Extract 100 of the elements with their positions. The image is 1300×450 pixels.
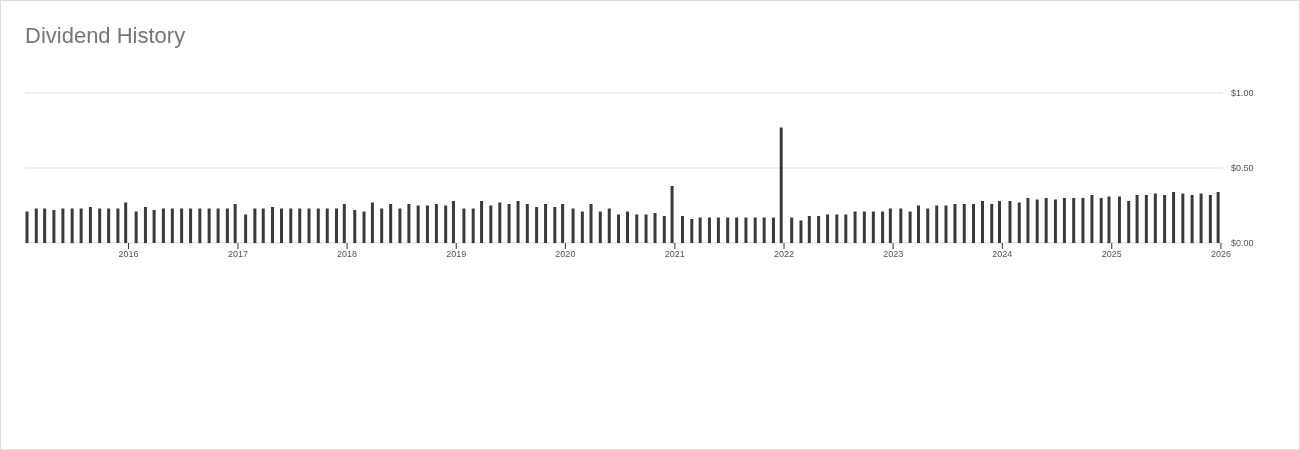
bar [489, 205, 493, 243]
bar [143, 207, 147, 243]
bar [1035, 199, 1039, 243]
bar [380, 208, 384, 243]
bar [25, 211, 29, 243]
bar [644, 214, 648, 243]
bar [762, 217, 766, 243]
bar [744, 217, 748, 243]
bar [1117, 196, 1121, 243]
bar [690, 219, 694, 243]
bar [189, 208, 193, 243]
bar [908, 211, 912, 243]
bar [451, 201, 455, 243]
bar [944, 205, 948, 243]
bar [398, 208, 402, 243]
bar [626, 211, 629, 243]
bar [980, 201, 984, 243]
bar [280, 208, 283, 243]
bar [862, 211, 866, 243]
bar [425, 205, 429, 243]
bar [1208, 195, 1212, 243]
bar [342, 204, 346, 243]
bar [307, 208, 311, 243]
bar [507, 204, 511, 243]
bar [799, 220, 803, 243]
bar [289, 208, 293, 243]
bar [444, 205, 448, 243]
bar [1135, 195, 1139, 243]
x-tick-label: 2025 [1101, 249, 1122, 260]
x-tick-label: 2017 [227, 249, 248, 260]
x-tick-label: 2016 [118, 249, 139, 260]
bar [1081, 198, 1085, 243]
bar [753, 217, 757, 243]
bar [844, 214, 848, 243]
bar [553, 207, 557, 243]
bar [335, 208, 339, 243]
bar [571, 208, 575, 243]
bar [161, 208, 165, 243]
bar [926, 208, 930, 243]
bar [516, 201, 520, 243]
bar [98, 208, 102, 243]
bar [389, 204, 393, 243]
bar [416, 205, 420, 243]
bar [52, 210, 56, 243]
bar [617, 214, 621, 243]
bar [1199, 193, 1203, 243]
bar [525, 204, 529, 243]
bar [826, 214, 830, 243]
y-tick-label: $1.00 [1231, 88, 1254, 99]
bar [180, 208, 184, 243]
bar [1144, 195, 1148, 243]
bar [124, 202, 128, 243]
bar [962, 204, 966, 243]
bar [353, 210, 357, 243]
bar [1044, 198, 1048, 243]
bar [972, 204, 975, 243]
bar [34, 208, 38, 243]
x-tick-label: 2019 [446, 249, 467, 260]
bar [88, 207, 92, 243]
y-tick-label: $0.50 [1231, 163, 1254, 174]
bar [1181, 193, 1185, 243]
bar [698, 217, 702, 243]
bar [1153, 193, 1157, 243]
bar [233, 204, 237, 243]
bar [716, 217, 720, 243]
bar [407, 204, 411, 243]
bar [216, 208, 220, 243]
bar [1190, 195, 1194, 243]
bar [881, 211, 885, 243]
bar [580, 211, 584, 243]
bar [1090, 195, 1094, 243]
bar [835, 214, 839, 243]
bar [198, 208, 202, 243]
bar [953, 204, 957, 243]
bar [471, 208, 475, 243]
bar [735, 217, 739, 243]
x-tick-label: 2021 [664, 249, 685, 260]
bar [79, 208, 83, 243]
bar [107, 208, 111, 243]
bar [1062, 198, 1066, 243]
bar [544, 204, 548, 243]
bar [253, 208, 257, 243]
bar [1107, 196, 1111, 243]
bar [1127, 201, 1131, 243]
bar [662, 216, 666, 243]
bar [70, 208, 74, 243]
bar [916, 205, 920, 243]
bar [935, 205, 939, 243]
y-tick-label: $0.00 [1231, 238, 1254, 249]
x-tick-label: 2026 [1210, 249, 1231, 260]
bar [480, 201, 484, 243]
bar [853, 211, 857, 243]
bar [653, 213, 657, 243]
bar [1216, 192, 1220, 243]
bar [152, 210, 156, 243]
bar [1172, 192, 1176, 243]
bar [207, 208, 211, 243]
bar [598, 211, 602, 243]
bar [807, 216, 811, 243]
bar [170, 208, 174, 243]
